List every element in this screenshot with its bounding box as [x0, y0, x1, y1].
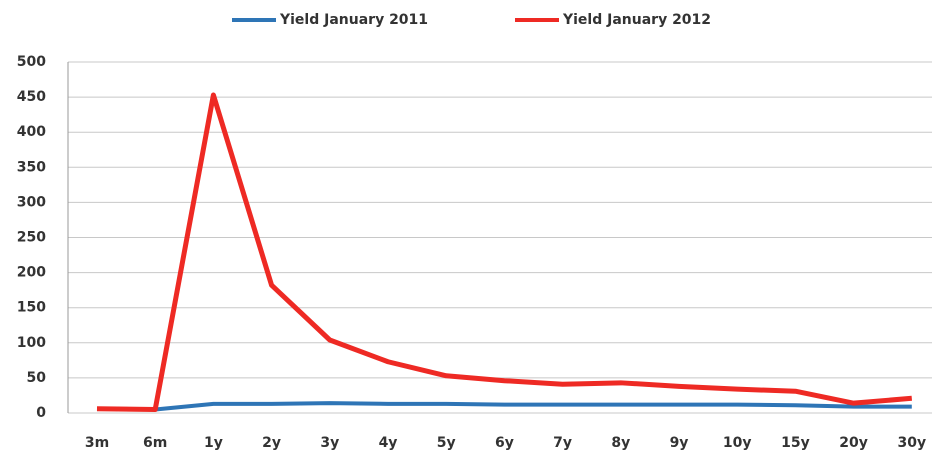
x-tick-label: 3m — [85, 435, 109, 451]
x-tick-label: 5y — [437, 435, 456, 451]
x-tick-label: 6y — [495, 435, 514, 451]
x-tick-label: 2y — [262, 435, 281, 451]
legend-label: Yield January 2011 — [279, 12, 428, 28]
y-tick-label: 0 — [36, 405, 46, 421]
x-tick-label: 1y — [204, 435, 223, 451]
series-line — [96, 92, 913, 412]
x-tick-label: 3y — [320, 435, 339, 451]
x-tick-label: 7y — [553, 435, 572, 451]
y-tick-label: 450 — [17, 89, 46, 105]
x-tick-label: 20y — [839, 435, 868, 451]
legend-label: Yield January 2012 — [562, 12, 711, 28]
y-tick-label: 350 — [17, 159, 46, 175]
x-tick-label: 4y — [379, 435, 398, 451]
y-tick-label: 100 — [17, 335, 46, 351]
x-tick-label: 6m — [143, 435, 167, 451]
series-line — [96, 401, 912, 412]
x-tick-label: 30y — [897, 435, 926, 451]
y-tick-label: 300 — [17, 194, 46, 210]
y-tick-label: 250 — [17, 230, 46, 246]
y-tick-label: 200 — [17, 265, 46, 281]
x-tick-label: 10y — [723, 435, 752, 451]
x-tick-label: 8y — [611, 435, 630, 451]
x-tick-label: 9y — [670, 435, 689, 451]
y-tick-label: 150 — [17, 300, 46, 316]
y-tick-label: 50 — [27, 370, 47, 386]
x-tick-label: 15y — [781, 435, 810, 451]
y-tick-label: 500 — [17, 54, 46, 70]
y-tick-label: 400 — [17, 124, 46, 140]
